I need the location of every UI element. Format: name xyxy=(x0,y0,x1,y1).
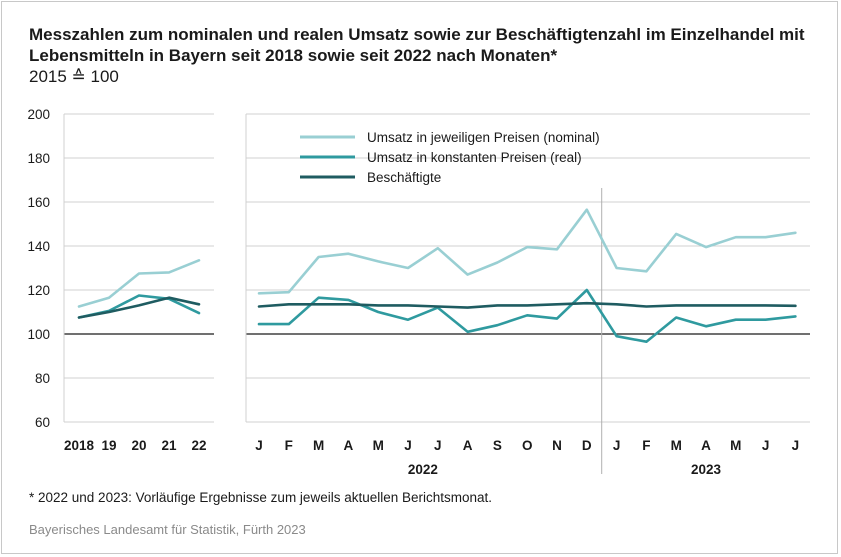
source-note: Bayerisches Landesamt für Statistik, Für… xyxy=(29,522,306,537)
y-tick-label: 200 xyxy=(27,107,50,122)
y-tick-label: 80 xyxy=(35,371,50,386)
x-tick-label-annual: 21 xyxy=(161,438,177,453)
x-tick-label-annual: 20 xyxy=(131,438,146,453)
x-tick-label-month: J xyxy=(255,438,263,453)
y-tick-label: 140 xyxy=(27,239,50,254)
chart-subtitle: 2015 ≙ 100 xyxy=(29,67,119,86)
line-layer xyxy=(77,208,797,344)
x-tick-label-month: A xyxy=(701,438,711,453)
monthly-series-line-2 xyxy=(257,288,797,344)
chart-title: Messzahlen zum nominalen und realen Umsa… xyxy=(29,25,805,65)
x-tick-label-month: J xyxy=(613,438,621,453)
x-tick-label-month: A xyxy=(463,438,473,453)
x-tick-label-annual: 19 xyxy=(101,438,116,453)
x-tick-label-annual: 2018 xyxy=(64,438,95,453)
grid-layer xyxy=(63,113,810,474)
x-tick-label-month: J xyxy=(434,438,442,453)
x-tick-label-month: A xyxy=(344,438,354,453)
y-tick-label: 160 xyxy=(27,195,50,210)
x-tick-label-month: M xyxy=(313,438,324,453)
x-tick-label-month: M xyxy=(671,438,682,453)
x-tick-label-month: M xyxy=(730,438,741,453)
footnote: * 2022 und 2023: Vorläufige Ergebnisse z… xyxy=(29,490,493,505)
y-tick-label: 100 xyxy=(27,327,50,342)
x-tick-label-month: N xyxy=(552,438,562,453)
x-tick-label-month: F xyxy=(285,438,293,453)
axis-layer: 60 80 100 120 140 160 180 200 2018 19 20 21 22 J F M A M J… xyxy=(27,107,799,477)
x-tick-label-month: F xyxy=(642,438,650,453)
year-label: 2023 xyxy=(691,462,722,477)
annual-series-line-3 xyxy=(77,296,201,319)
x-tick-label-month: D xyxy=(582,438,592,453)
x-tick-label-month: S xyxy=(493,438,502,453)
x-tick-label-annual: 22 xyxy=(191,438,206,453)
legend-layer: Umsatz in jeweiligen Preisen (nominal) Um… xyxy=(300,130,600,185)
x-tick-label-month: O xyxy=(522,438,533,453)
monthly-series-line-3 xyxy=(257,301,797,309)
annual-series-line-1 xyxy=(77,258,201,308)
x-tick-label-month: J xyxy=(762,438,770,453)
legend-label: Umsatz in jeweiligen Preisen (nominal) xyxy=(367,130,600,145)
y-tick-label: 180 xyxy=(27,151,50,166)
x-tick-label-month: M xyxy=(373,438,384,453)
year-label: 2022 xyxy=(408,462,438,477)
x-tick-label-month: J xyxy=(404,438,412,453)
monthly-series-line-1 xyxy=(257,208,797,295)
x-tick-label-month: J xyxy=(792,438,800,453)
legend-label: Umsatz in konstanten Preisen (real) xyxy=(367,150,582,165)
legend-label: Beschäftigte xyxy=(367,170,441,185)
y-tick-label: 60 xyxy=(35,415,50,430)
y-tick-label: 120 xyxy=(27,283,50,298)
